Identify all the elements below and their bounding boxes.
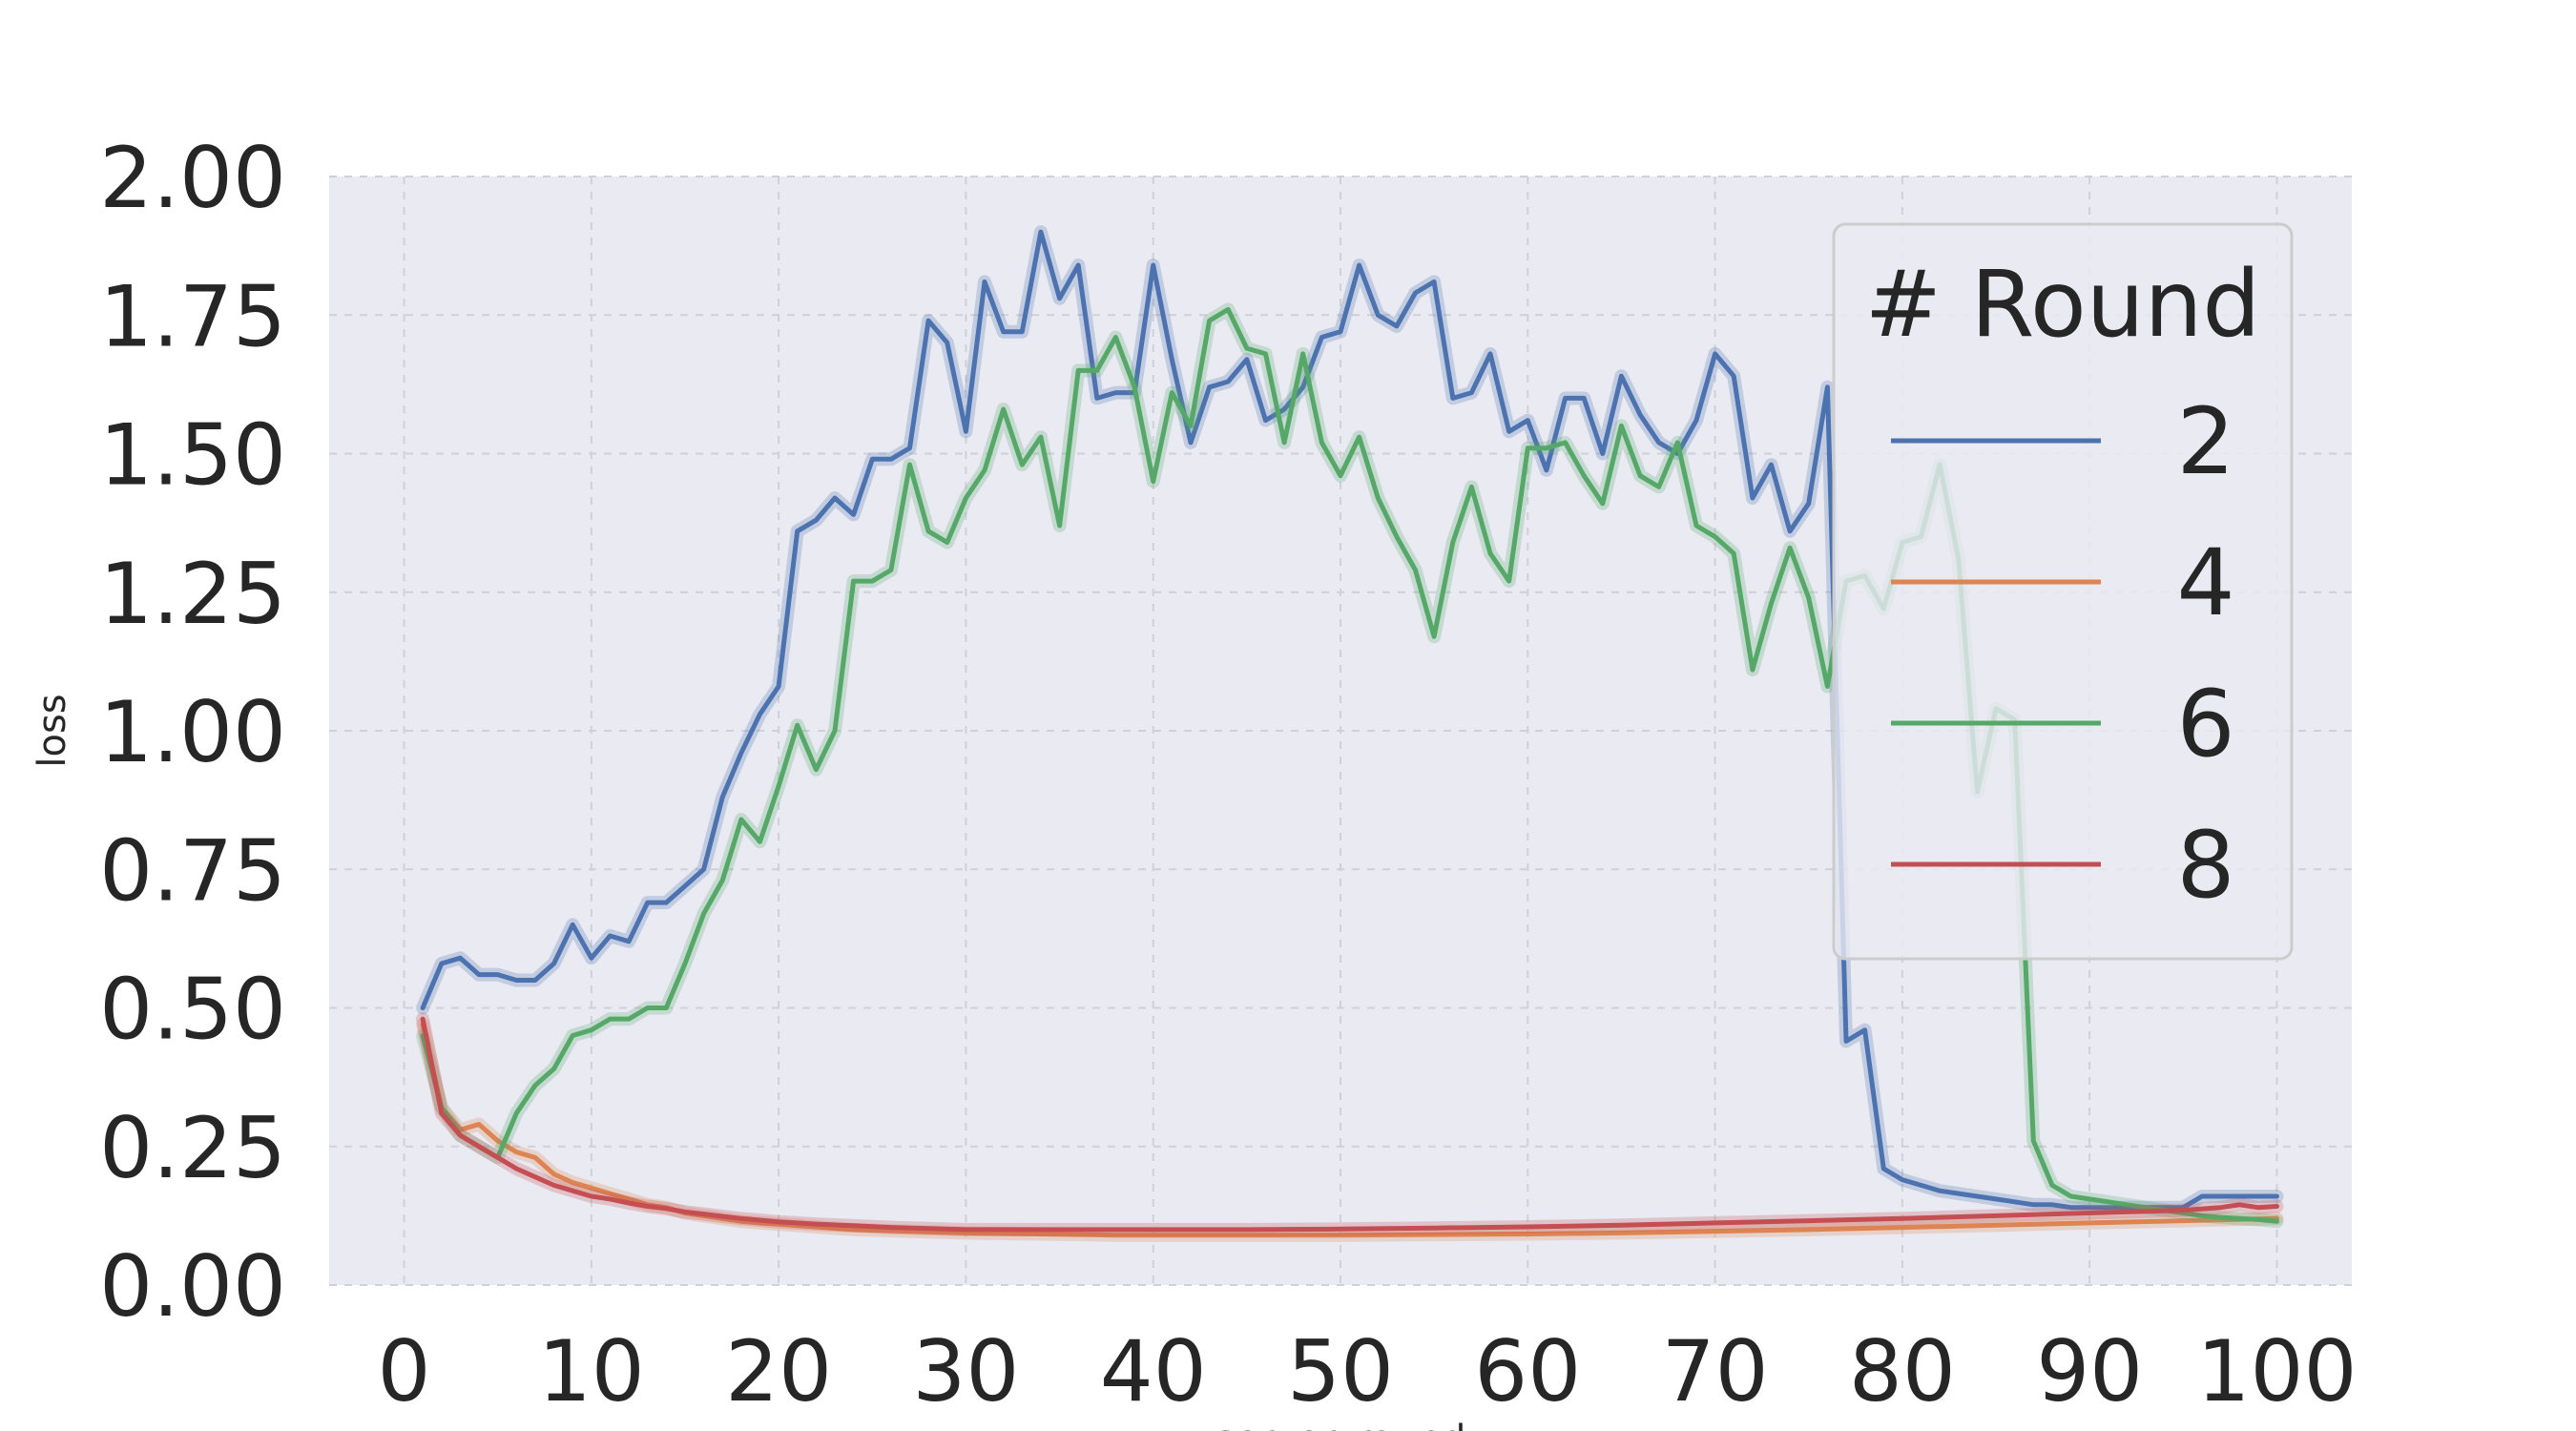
y-tick-label-7: 1.75 (99, 267, 286, 365)
y-tick-label-0: 0.00 (99, 1237, 286, 1336)
legend-label-2: 2 (2176, 388, 2234, 495)
x-tick-label-7: 70 (1662, 1322, 1769, 1421)
legend-label-8: 8 (2176, 812, 2234, 919)
x-tick-label-8: 80 (1849, 1322, 1956, 1421)
legend-label-6: 6 (2176, 671, 2234, 778)
y-tick-label-1: 0.25 (99, 1099, 286, 1197)
x-tick-label-1: 10 (538, 1322, 645, 1421)
legend-title: # Round (1865, 251, 2261, 358)
y-tick-label-3: 0.75 (99, 821, 286, 920)
y-axis-label: loss (31, 694, 74, 767)
legend-items: 2 4 6 8 (1891, 388, 2235, 919)
y-tick-label-6: 1.50 (99, 406, 286, 505)
series-line-2 (420, 229, 2279, 1211)
y-tick-label-5: 1.25 (99, 545, 286, 643)
series-line-8 (420, 1016, 2279, 1233)
y-tick-label-4: 1.00 (99, 683, 286, 781)
legend-label-4: 4 (2176, 529, 2234, 636)
x-tick-label-0: 0 (378, 1322, 431, 1421)
x-tick-label-6: 60 (1474, 1322, 1581, 1421)
legend-box (1832, 222, 2294, 961)
legend: # Round 2 4 6 8 (1832, 222, 2294, 961)
x-tick-label-2: 20 (725, 1322, 832, 1421)
x-tick-label-5: 50 (1287, 1322, 1394, 1421)
x-tick-label-10: 100 (2196, 1322, 2357, 1421)
series-line-4 (420, 1022, 2279, 1238)
y-tick-label-2: 0.50 (99, 961, 286, 1059)
x-tick-label-3: 30 (912, 1322, 1019, 1421)
x-axis-label: server_round (1215, 1418, 1466, 1431)
x-tick-label-9: 90 (2036, 1322, 2143, 1421)
y-tick-label-8: 2.00 (99, 129, 286, 227)
x-tick-label-4: 40 (1100, 1322, 1207, 1421)
tick-labels: 0 10 20 30 40 50 60 70 80 90 100 0.00 0.25 0.50 0.75 1.… (99, 129, 2357, 1421)
